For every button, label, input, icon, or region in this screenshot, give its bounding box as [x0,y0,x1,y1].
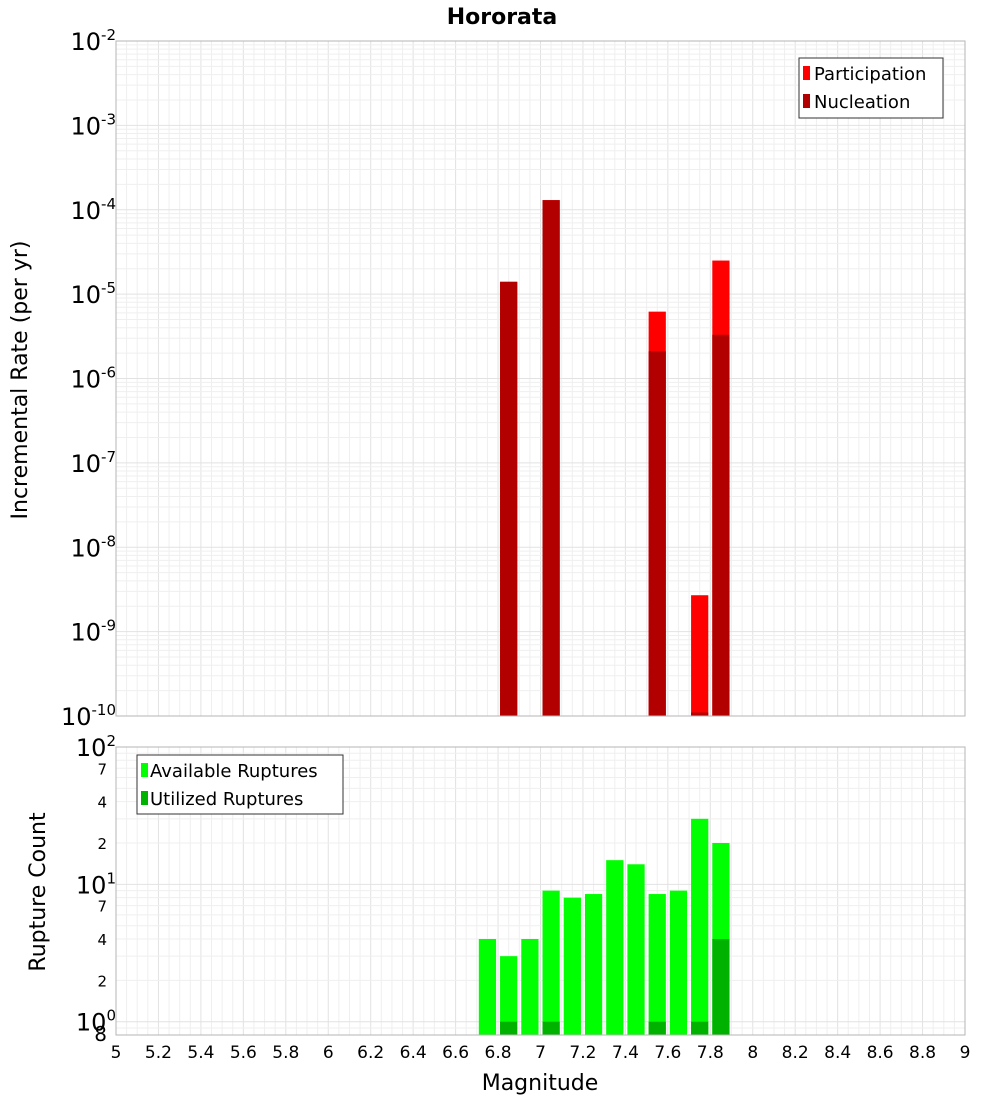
x-tick-label: 7 [535,1043,546,1063]
rate-plot-frame [115,40,966,717]
rate-y-tick-label: 10-9 [70,617,116,647]
legend-label-participation: Participation [814,64,926,85]
rupture-bar-available-ruptures [584,894,603,1035]
x-tick-label: 7.2 [569,1043,596,1063]
rupture-bar-utilized-ruptures [712,939,730,1035]
rupture-bar-utilized-ruptures [542,1021,560,1035]
rate-bar-nucleation [691,712,709,716]
rate-y-tick-label: 10-6 [70,364,116,394]
x-tick-label: 9 [960,1043,971,1063]
rupture-y-tick-label: 100 [76,1007,116,1037]
rupture-y-minor-tick-label: 8 [94,1022,107,1046]
x-tick-label: 8 [747,1043,758,1063]
legend-label-utilized: Utilized Ruptures [150,789,303,810]
rupture-legend: Available Ruptures Utilized Ruptures [136,754,344,815]
rupture-legend-box [136,754,344,815]
x-tick-label: 7.4 [612,1043,639,1063]
x-tick-label: 7.8 [697,1043,724,1063]
rupture-bar-available-ruptures [478,939,497,1035]
rate-bar-nucleation [500,281,518,716]
rate-y-tick-label: 10-2 [70,26,116,56]
legend-swatch-participation [803,66,810,80]
legend-swatch-available [141,763,148,777]
rupture-bar-available-ruptures [500,956,518,1035]
legend-label-nucleation: Nucleation [814,92,910,113]
x-tick-label: 8.2 [782,1043,809,1063]
x-tick-label: 6.2 [357,1043,384,1063]
x-tick-label: 5.2 [145,1043,172,1063]
rupture-bar-available-ruptures [563,897,581,1035]
rate-bar-nucleation [542,200,560,716]
rupture-y-minor-tick-label: 7 [97,898,107,916]
rupture-bar-available-ruptures [648,894,666,1035]
rate-legend: Participation Nucleation [798,57,944,119]
rate-legend-box [798,57,944,119]
rate-y-axis-ticks: 10-10 10-9 10-8 10-7 10-6 10-5 10-4 10-3 10-2 [61,26,116,731]
x-tick-label: 8.8 [909,1043,936,1063]
x-tick-label: 5.4 [187,1043,214,1063]
x-tick-label: 6.6 [442,1043,469,1063]
magnitude-x-axis-ticks: 5 5.2 5.4 5.6 5.8 6 6.2 6.4 6.6 6.8 7 7.2 7.4 7.6 7.8 8… [111,1043,971,1063]
rupture-bar-available-ruptures [521,939,539,1035]
rate-y-tick-label: 10-10 [61,701,116,731]
rupture-y-minor-tick-label: 7 [97,760,107,778]
x-tick-label: 6.4 [400,1043,427,1063]
rupture-bar-available-ruptures [606,860,624,1035]
rupture-plot-bars [478,818,730,1035]
rate-y-tick-label: 10-5 [70,279,116,309]
rate-plot-grid [115,40,966,717]
x-tick-label: 7.6 [654,1043,681,1063]
rupture-y-minor-tick-label: 4 [97,931,107,949]
x-tick-label: 8.4 [824,1043,851,1063]
rate-plot-bars [500,200,730,716]
rupture-y-axis-label: Rupture Count [26,812,51,972]
rupture-bar-utilized-ruptures [648,1021,666,1035]
rate-y-tick-label: 10-4 [70,195,116,225]
rupture-plot-frame [115,746,966,1036]
x-axis-label: Magnitude [482,1071,599,1096]
rate-y-tick-label: 10-3 [70,110,116,140]
rupture-bar-available-ruptures [542,890,560,1035]
x-tick-label: 5 [111,1043,122,1063]
rupture-y-minor-tick-label: 2 [97,972,107,990]
rate-bar-nucleation [712,334,730,716]
rate-bar-participation [691,595,709,716]
rupture-count-plot: 100 101 102 8 2 4 7 2 4 7 5 5.2 5.4 5.6 5.8 6 6.2 6.4 6.6… [26,732,970,1096]
rate-y-tick-label: 10-7 [70,448,116,478]
rate-y-tick-label: 10-8 [70,532,116,562]
chart-title: Hororata [447,5,558,30]
rate-bar-nucleation [648,351,666,716]
rupture-y-minor-tick-label: 2 [97,835,107,853]
x-tick-label: 6.8 [485,1043,512,1063]
rupture-y-tick-label: 101 [76,869,116,899]
legend-label-available: Available Ruptures [150,761,318,782]
rupture-bar-available-ruptures [627,864,645,1035]
x-tick-label: 6 [323,1043,334,1063]
rupture-y-axis-ticks: 100 101 102 8 2 4 7 2 4 7 [76,732,116,1046]
x-tick-label: 5.8 [272,1043,299,1063]
legend-swatch-nucleation [803,94,810,108]
x-tick-label: 5.6 [230,1043,257,1063]
x-tick-label: 8.6 [867,1043,894,1063]
rupture-bar-utilized-ruptures [500,1021,518,1035]
rupture-y-minor-tick-label: 4 [97,794,107,812]
rupture-bar-available-ruptures [691,818,709,1035]
rupture-y-tick-label: 102 [76,732,116,762]
rupture-bar-utilized-ruptures [691,1021,709,1035]
legend-swatch-utilized [141,791,148,805]
rate-y-axis-label: Incremental Rate (per yr) [8,241,33,520]
rate-plot: 10-10 10-9 10-8 10-7 10-6 10-5 10-4 10-3 10-2 In… [8,26,966,731]
rupture-bar-available-ruptures [669,890,688,1035]
